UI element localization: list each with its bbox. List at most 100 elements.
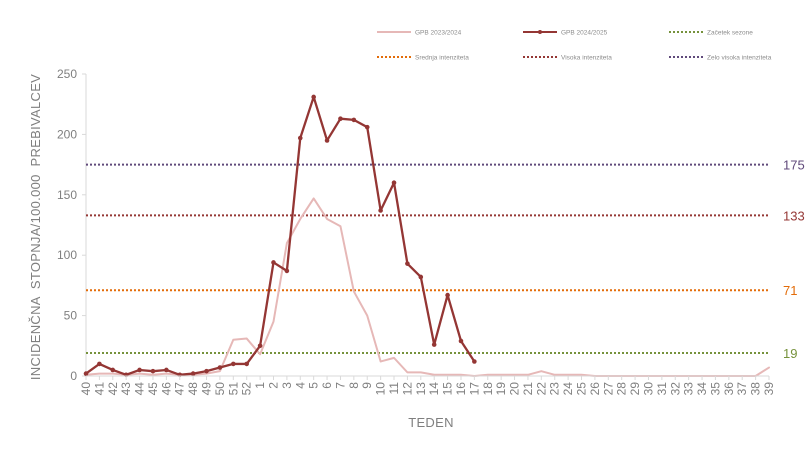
x-tick-label: 50 xyxy=(213,382,227,396)
x-axis-title: TEDEN xyxy=(408,415,454,430)
threshold-label: 71 xyxy=(783,283,797,298)
x-tick-label: 36 xyxy=(722,382,736,396)
data-point xyxy=(110,367,116,373)
data-point xyxy=(257,343,263,349)
data-point xyxy=(137,367,142,373)
data-point xyxy=(458,338,464,344)
legend-label: GPB 2023/2024 xyxy=(415,30,462,37)
x-tick-label: 47 xyxy=(173,382,187,396)
x-tick-label: 21 xyxy=(521,382,535,396)
x-tick-label: 30 xyxy=(641,382,655,396)
x-tick-label: 4 xyxy=(293,382,307,389)
data-point xyxy=(97,361,102,367)
data-point xyxy=(284,268,290,274)
x-tick-label: 32 xyxy=(668,382,682,396)
x-tick-label: 44 xyxy=(133,382,147,396)
x-tick-label: 25 xyxy=(575,382,589,396)
legend: GPB 2023/2024 GPB 2024/2025 Začetek sezone… xyxy=(377,30,772,62)
x-tick-label: 10 xyxy=(374,382,388,396)
x-tick-label: 26 xyxy=(588,382,602,396)
threshold-label: 133 xyxy=(783,208,805,223)
x-tick-label: 1 xyxy=(253,382,267,389)
x-tick-label: 15 xyxy=(441,382,455,396)
x-tick-label: 7 xyxy=(333,382,347,389)
y-tick-label: 50 xyxy=(64,309,78,323)
x-tick-label: 18 xyxy=(481,382,495,396)
data-point xyxy=(311,94,316,100)
x-tick-label: 3 xyxy=(280,382,294,389)
x-tick-label: 34 xyxy=(695,382,709,396)
x-tick-label: 31 xyxy=(655,382,669,396)
x-tick-label: 43 xyxy=(119,382,133,396)
data-point xyxy=(217,365,223,370)
series-line xyxy=(85,197,770,377)
legend-label: Srednja intenziteta xyxy=(415,55,469,62)
x-tick-label: 28 xyxy=(615,382,629,396)
x-tick-label: 41 xyxy=(92,382,106,396)
x-tick-label: 51 xyxy=(226,382,240,396)
x-tick-label: 52 xyxy=(240,382,254,396)
x-tick-label: 37 xyxy=(735,382,749,396)
data-point xyxy=(445,292,450,298)
data-point xyxy=(472,359,477,364)
x-tick-label: 20 xyxy=(508,382,522,396)
x-tick-label: 5 xyxy=(307,382,321,389)
data-point xyxy=(338,116,343,121)
data-point xyxy=(405,261,410,266)
x-tick-label: 12 xyxy=(400,382,414,396)
legend-label: GPB 2024/2025 xyxy=(561,30,608,37)
x-tick-label: 16 xyxy=(454,382,468,396)
y-tick-label: 150 xyxy=(57,188,77,202)
data-point xyxy=(378,208,383,213)
threshold-lines: 19 71 133 175 xyxy=(86,158,805,361)
x-tick-label: 22 xyxy=(534,382,548,396)
data-point xyxy=(271,260,276,265)
data-point xyxy=(231,361,236,367)
data-point xyxy=(83,371,89,376)
data-point xyxy=(431,342,437,347)
data-point xyxy=(391,180,397,186)
x-tick-label: 35 xyxy=(708,382,722,396)
series-line xyxy=(84,95,476,376)
y-axis-title: INCIDENČNA STOPNJA/100.000 PREBIVALCEV xyxy=(28,74,43,380)
legend-label: Začetek sezone xyxy=(707,30,753,37)
x-tick-label: 24 xyxy=(561,382,575,396)
data-point xyxy=(190,371,196,376)
y-tick-label: 0 xyxy=(70,369,77,383)
y-tick-label: 100 xyxy=(57,248,77,262)
data-point xyxy=(364,124,370,130)
x-tick-label: 29 xyxy=(628,382,642,396)
x-tick-label: 8 xyxy=(347,382,361,389)
x-tick-label: 38 xyxy=(749,382,763,396)
x-tick-label: 27 xyxy=(601,382,615,396)
x-tick-label: 6 xyxy=(320,382,334,389)
legend-label: Visoka intenziteta xyxy=(561,55,612,62)
x-tick-label: 17 xyxy=(467,382,481,396)
threshold-label: 19 xyxy=(783,346,797,361)
x-tick-label: 46 xyxy=(159,382,173,396)
data-point xyxy=(297,135,303,141)
x-tick-label: 9 xyxy=(360,382,374,389)
data-point xyxy=(204,368,209,374)
data-point xyxy=(324,138,330,143)
x-tick-label: 42 xyxy=(106,382,120,396)
series-lines xyxy=(83,94,770,378)
data-point xyxy=(244,361,250,367)
data-point xyxy=(351,117,357,123)
x-tick-label: 48 xyxy=(186,382,200,396)
x-tick-label: 23 xyxy=(548,382,562,396)
x-tick-label: 14 xyxy=(427,382,441,396)
x-tick-label: 13 xyxy=(414,382,428,396)
x-axis: 40 41 42 43 44 45 46 47 48 49 50 51 52 1 2 3 4 5 6 7 8 9 10 11 1… xyxy=(79,375,776,396)
x-tick-label: 45 xyxy=(146,382,160,396)
x-tick-label: 19 xyxy=(494,382,508,396)
y-axis: 0 50 100 150 200 250 xyxy=(57,67,87,383)
data-point xyxy=(150,368,156,374)
x-tick-label: 39 xyxy=(762,382,776,396)
x-tick-label: 33 xyxy=(682,382,696,396)
legend-marker xyxy=(538,30,542,34)
data-point xyxy=(164,367,169,373)
x-tick-label: 11 xyxy=(387,382,401,395)
threshold-label: 175 xyxy=(783,158,805,173)
